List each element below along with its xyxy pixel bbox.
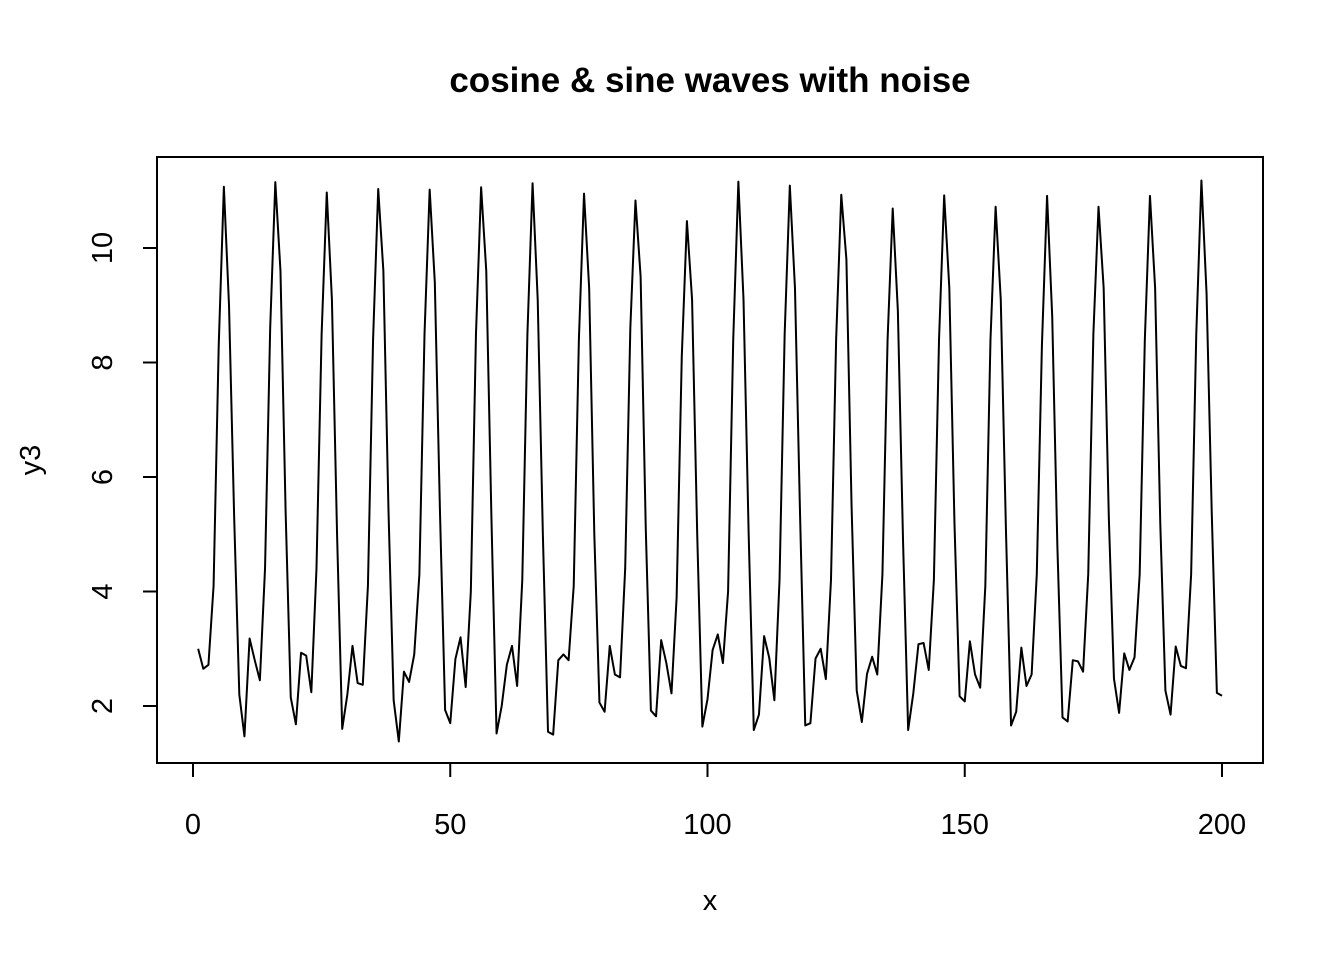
x-tick-label: 50 — [434, 809, 466, 841]
x-axis-label: x — [703, 885, 718, 917]
x-tick-label: 150 — [941, 809, 989, 841]
y-tick-label: 4 — [87, 583, 119, 599]
x-tick-label: 0 — [185, 809, 201, 841]
series-line — [197, 179, 1223, 743]
y-axis-label: y3 — [15, 445, 47, 476]
y-tick-label: 6 — [87, 469, 119, 485]
y-axis: 2 4 6 8 10 — [87, 232, 158, 714]
x-tick-label: 200 — [1198, 809, 1246, 841]
y-tick-label: 10 — [87, 232, 119, 264]
series-layer — [197, 179, 1223, 743]
y-tick-label: 8 — [87, 354, 119, 370]
x-tick-label: 100 — [683, 809, 731, 841]
x-axis: 0 50 100 150 200 — [185, 762, 1246, 841]
y-tick-label: 2 — [87, 698, 119, 714]
chart-title: cosine & sine waves with noise — [449, 61, 970, 100]
